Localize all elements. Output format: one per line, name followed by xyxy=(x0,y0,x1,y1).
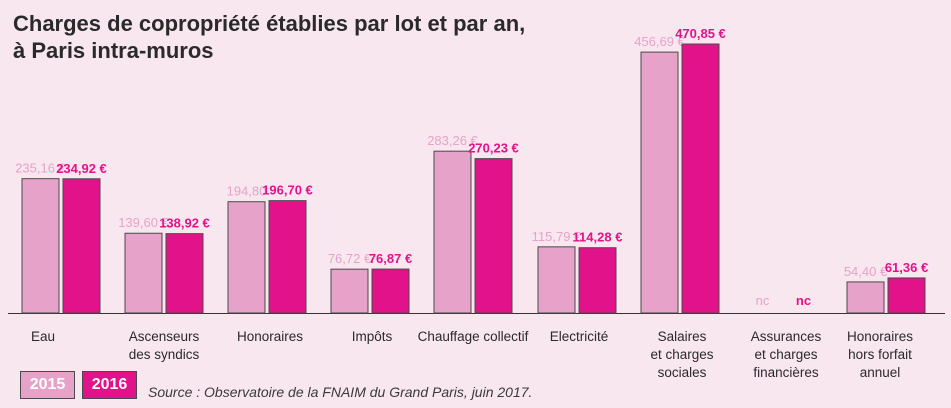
legend-item-2016: 2016 xyxy=(82,371,137,399)
legend-item-2015: 2015 xyxy=(20,371,75,399)
bar-2015-1 xyxy=(124,232,163,314)
bar-2015-8 xyxy=(846,281,885,314)
category-label-6-line-1: et charges xyxy=(650,347,713,362)
category-label-7-line-0: Assurances xyxy=(751,329,822,344)
bar-2015-3 xyxy=(330,268,369,314)
bar-2015-5 xyxy=(537,246,576,314)
bar-2016-4 xyxy=(474,158,513,314)
data-label-2015-6: 456,69 € xyxy=(634,34,685,49)
bar-2016-3 xyxy=(371,268,410,314)
data-label-2015-4: 283,26 € xyxy=(427,133,478,148)
category-label-7-line-2: financières xyxy=(753,365,819,380)
bar-2015-0 xyxy=(21,178,60,314)
data-label-2015-5: 115,79 € xyxy=(532,229,582,244)
data-label-2015-7: nc xyxy=(756,293,770,308)
data-label-2016-4: 270,23 € xyxy=(468,141,519,156)
category-label-8-line-1: hors forfait xyxy=(848,347,912,362)
chart-title-line-1: Charges de copropriété établies par lot … xyxy=(13,11,526,36)
data-label-2016-1: 138,92 € xyxy=(159,216,210,231)
bar-2015-2 xyxy=(227,201,266,314)
bar-2016-1 xyxy=(165,233,204,314)
bar-2016-8 xyxy=(887,277,926,314)
data-label-2015-1: 139,60 € xyxy=(118,215,169,230)
bar-2016-2 xyxy=(268,200,307,314)
category-label-1-line-0: Ascenseurs xyxy=(129,329,200,344)
data-label-2015-0: 235,16 € xyxy=(15,161,66,176)
data-label-2016-5: 114,28 € xyxy=(573,230,623,245)
data-label-2016-3: 76,87 € xyxy=(369,251,412,266)
data-label-2016-7: nc xyxy=(796,293,811,308)
category-label-5-line-0: Electricité xyxy=(550,329,609,344)
category-label-3-line-0: Impôts xyxy=(352,329,393,344)
category-label-6-line-0: Salaires xyxy=(658,329,707,344)
category-label-8-line-0: Honoraires xyxy=(847,329,913,344)
data-label-2016-6: 470,85 € xyxy=(675,26,726,41)
category-label-2-line-0: Honoraires xyxy=(237,329,303,344)
category-label-0-line-0: Eau xyxy=(31,329,55,344)
category-label-4-line-0: Chauffage collectif xyxy=(418,329,529,344)
data-label-2015-8: 54,40 € xyxy=(844,264,888,279)
source-note: Source : Observatoire de la FNAIM du Gra… xyxy=(148,384,533,400)
data-label-2015-3: 76,72 € xyxy=(328,251,372,266)
data-label-2016-8: 61,36 € xyxy=(885,260,928,275)
chart-title-line-2: à Paris intra-muros xyxy=(13,38,214,63)
bar-2015-6 xyxy=(640,51,679,314)
category-label-1-line-1: des syndics xyxy=(129,347,200,362)
category-label-6-line-2: sociales xyxy=(658,365,707,380)
bar-2016-5 xyxy=(578,247,617,314)
data-label-2016-2: 196,70 € xyxy=(262,183,313,198)
bar-2016-6 xyxy=(681,43,720,314)
data-label-2015-2: 194,80 xyxy=(227,184,267,199)
chart-title: Charges de copropriété établies par lot … xyxy=(13,10,525,64)
bar-2015-4 xyxy=(433,150,472,314)
data-label-2016-0: 234,92 € xyxy=(56,161,107,176)
legend: 2015 2016 xyxy=(20,371,144,399)
category-label-7-line-1: et charges xyxy=(754,347,817,362)
category-label-8-line-2: annuel xyxy=(860,365,901,380)
bar-2016-0 xyxy=(62,178,101,314)
